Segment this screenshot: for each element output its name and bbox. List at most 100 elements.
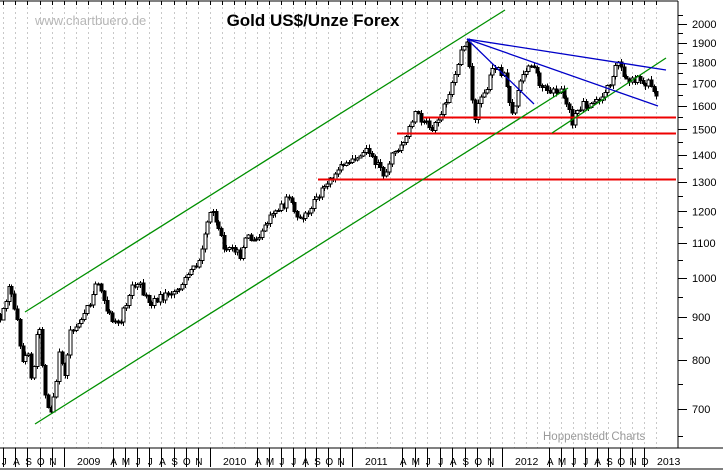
candle-body [163,292,168,301]
candle-body [177,288,182,291]
candle-body [77,322,82,328]
x-axis-month-label: J [2,457,7,468]
candle-body [367,147,372,155]
green-trendline [551,57,667,134]
x-axis-month-label: S [606,457,613,468]
candle-body [284,196,289,209]
candle-body [15,308,20,321]
candle-body [183,276,188,285]
candle-body [521,73,526,82]
candle-body [344,162,349,167]
candle-body [413,110,418,123]
y-axis: 2000 1900 1800 1700 1600 1500 1400 1300 1200 1100… [678,15,716,437]
y-axis-label: 700 [692,404,710,416]
candle-body [65,354,70,377]
candle-body [127,295,132,306]
candle-body [467,41,472,68]
blue-fan-line [466,38,667,71]
candle-body [619,61,624,68]
y-axis-label: 1400 [692,150,716,162]
candle-body [35,333,40,368]
page-title: Gold US$/Unze Forex [227,11,400,30]
candle-body [603,92,608,98]
trend-channel-lines [24,9,667,425]
candle-body [303,212,308,220]
credit-label: Hoppenstedt Charts [543,431,646,443]
x-axis-month-label: M [558,457,566,468]
candle-body [172,291,177,295]
candle-body [578,109,583,112]
x-axis-month-label: J [571,457,576,468]
candle-body [82,312,87,321]
x-axis-month-label: O [617,457,625,468]
candle-body [243,237,248,249]
x-axis-month-label: J [583,457,588,468]
candle-body [51,396,56,413]
candle-body [416,110,421,115]
candle-body [378,161,383,169]
candle-body [450,81,455,96]
x-axis-year-label: 2012 [515,456,539,468]
x-axis-month-label: A [594,457,601,468]
candle-body [46,394,51,408]
candle-body [611,75,616,86]
candle-body [312,199,317,209]
green-trendline [24,9,506,313]
candle-body [444,101,449,105]
candle-body [567,103,572,111]
candle-body [254,238,259,241]
x-axis-month-label: O [183,457,191,468]
candle-body [564,97,569,105]
y-axis-label: 2000 [692,19,716,31]
month-gridlines [3,2,657,448]
candle-body [23,354,28,362]
candle-body [470,66,475,101]
candle-body [399,144,404,151]
candle-body [186,273,191,278]
candle-body [490,67,495,76]
x-axis-month-label: D [641,457,648,468]
candle-body [29,353,34,379]
candle-body [57,351,62,382]
candle-body [260,230,265,239]
candle-body [290,197,295,204]
y-axis-label: 1100 [692,238,716,250]
candle-body [43,364,48,396]
candle-body [85,305,90,314]
candle-body [442,103,447,115]
candle-body [257,237,262,240]
candle-body [336,169,341,175]
candle-body [358,155,363,159]
x-axis: J A S O N A M J J A S O N A M J J A S O N A M J J A S O N A M J J A S O N D20… [2,1,681,468]
x-axis-month-label: J [136,457,141,468]
candle-body [355,157,360,161]
x-axis-month-label: A [110,457,117,468]
candle-body [1,308,6,321]
candle-body [79,319,84,324]
candle-body [208,211,213,223]
y-axis-label: 1000 [692,273,716,285]
candle-body [485,88,490,94]
x-axis-month-label: S [314,457,321,468]
y-axis-label: 900 [692,312,710,324]
x-axis-month-label: A [255,457,262,468]
x-axis-month-label: M [266,457,274,468]
x-axis-month-label: N [49,457,56,468]
candle-body [482,92,487,98]
candle-body [273,210,278,215]
candle-body [124,304,129,309]
candle-body [54,380,59,398]
weekly-candlesticks [0,38,659,414]
candle-body [222,234,227,250]
candle-body [216,221,221,229]
candle-body [107,310,112,314]
candle-body [638,75,643,82]
candle-body [407,126,412,138]
candle-body [292,202,297,213]
y-axis-label: 1600 [692,101,716,113]
candle-body [350,158,355,164]
candle-body [613,64,618,77]
x-axis-month-label: N [487,457,494,468]
